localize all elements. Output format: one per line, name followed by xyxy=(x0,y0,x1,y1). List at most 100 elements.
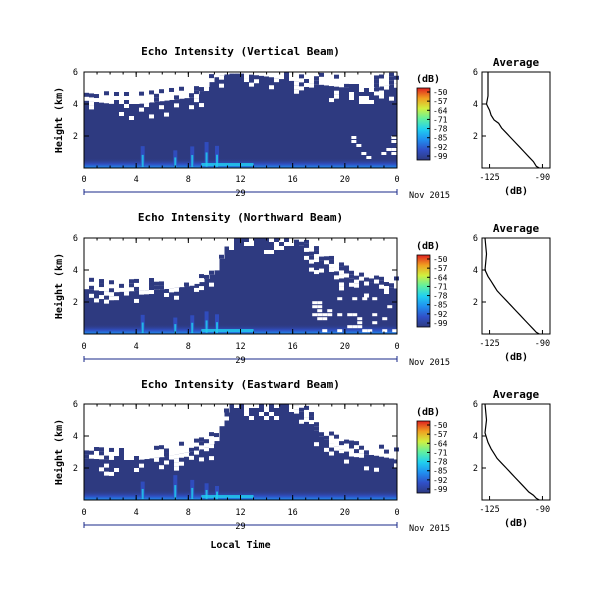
missing-data-cell xyxy=(391,148,397,151)
x-tick-label: 8 xyxy=(186,342,191,352)
missing-data-cell xyxy=(357,317,363,321)
date-label: Nov 2015 xyxy=(409,191,450,201)
missing-data-cell xyxy=(357,321,363,325)
echo-streak-core xyxy=(174,324,177,334)
y-tick-label: 2 xyxy=(73,464,78,474)
echo-streak-core xyxy=(191,155,194,167)
colorbar: (dB) -50-57-64-71-78-85-92-99 xyxy=(416,241,448,328)
average-x-tick-label: -125 xyxy=(479,339,499,349)
echo-streak-core xyxy=(141,322,144,334)
x-tick-label: 4 xyxy=(134,175,139,185)
average-x-label: (dB) xyxy=(504,352,528,363)
x-tick-label: 16 xyxy=(288,175,298,185)
missing-data-cell xyxy=(351,140,357,143)
colorbar-scale xyxy=(416,87,431,161)
x-tick-label: 20 xyxy=(340,508,350,518)
missing-data-cell xyxy=(337,297,343,301)
colorbar-tick-label: -85 xyxy=(433,467,448,476)
heatmap-panel-1: Echo Intensity (Vertical Beam) 0 4 8 12 16 20 0… xyxy=(53,45,551,201)
missing-data-cell xyxy=(352,313,358,317)
missing-data-cell xyxy=(352,325,358,329)
colorbar-tick-label: -64 xyxy=(433,273,448,282)
x-tick-label: 16 xyxy=(288,342,298,352)
x-tick-label: 20 xyxy=(340,342,350,352)
echo-streak-core xyxy=(205,489,208,500)
colorbar-tick-label: -50 xyxy=(433,255,448,264)
average-title: Average xyxy=(493,222,540,235)
missing-data-cell xyxy=(367,329,373,333)
missing-data-cell xyxy=(362,329,368,333)
missing-data-cell xyxy=(356,144,362,147)
missing-data-cell xyxy=(317,309,323,313)
missing-data-cell xyxy=(317,313,323,317)
average-frame xyxy=(481,71,551,169)
y-tick-label: 6 xyxy=(73,234,78,244)
missing-data-cell xyxy=(351,136,357,139)
y-axis-label: Height (km) xyxy=(53,253,65,319)
colorbar-tick-label: -50 xyxy=(433,88,448,97)
missing-data-cell xyxy=(317,317,323,321)
average-y-tick-label: 6 xyxy=(473,68,478,78)
average-profile-panel-3: Average 2 4 6 -125 -90 (dB) xyxy=(473,388,551,529)
missing-data-cell xyxy=(382,329,388,333)
missing-data-cell xyxy=(391,152,397,155)
average-profile-panel-1: Average 2 4 6 -125 -90 (dB) xyxy=(473,56,551,197)
missing-data-cell xyxy=(312,301,318,305)
average-y-tick-label: 6 xyxy=(473,400,478,410)
y-tick-label: 4 xyxy=(73,100,78,110)
colorbar-tick-label: -57 xyxy=(433,264,448,273)
average-x-tick-label: -125 xyxy=(479,505,499,515)
colorbar: (dB) -50-57-64-71-78-85-92-99 xyxy=(416,74,448,161)
x-tick-label: 0 xyxy=(81,342,86,352)
echo-streak-core xyxy=(141,488,144,500)
colorbar-tick-label: -92 xyxy=(433,310,448,319)
x-tick-label: 0 xyxy=(394,342,399,352)
missing-data-cell xyxy=(337,329,343,333)
echo-streak-core xyxy=(216,154,219,167)
missing-data-cell xyxy=(366,156,372,159)
x-tick-label: 16 xyxy=(288,508,298,518)
missing-data-cell xyxy=(357,325,363,329)
colorbar-tick-label: -71 xyxy=(433,115,448,124)
average-title: Average xyxy=(493,56,540,69)
panel-title: Echo Intensity (Eastward Beam) xyxy=(141,378,340,391)
echo-streak-core xyxy=(205,320,208,333)
surface-bright-band xyxy=(201,495,254,498)
average-profile-line xyxy=(485,72,540,169)
average-y-tick-label: 6 xyxy=(473,234,478,244)
panel-title: Echo Intensity (Northward Beam) xyxy=(138,211,343,224)
colorbar-label: (dB) xyxy=(416,407,440,418)
missing-data-cell xyxy=(327,313,333,317)
x-tick-label: 8 xyxy=(186,175,191,185)
missing-data-cell xyxy=(387,305,393,309)
x-tick-label: 8 xyxy=(186,508,191,518)
colorbar-tick-label: -57 xyxy=(433,430,448,439)
surface-bright-band xyxy=(201,163,254,166)
colorbar-tick-label: -57 xyxy=(433,97,448,106)
echo-streak-core xyxy=(191,487,194,499)
colorbar-tick-label: -64 xyxy=(433,106,448,115)
x-tick-label: 12 xyxy=(235,342,245,352)
average-x-tick-label: -90 xyxy=(535,173,550,183)
missing-data-cell xyxy=(337,313,343,317)
missing-data-cell xyxy=(361,152,367,155)
echo-streak-core xyxy=(216,322,219,334)
average-x-tick-label: -90 xyxy=(535,339,550,349)
average-profile-line xyxy=(484,237,540,335)
echo-streak-core xyxy=(191,322,194,334)
average-y-tick-label: 2 xyxy=(473,298,478,308)
colorbar-label: (dB) xyxy=(416,241,440,252)
missing-data-cell xyxy=(312,305,318,309)
x-tick-label: 0 xyxy=(394,508,399,518)
missing-data-cell xyxy=(372,297,378,301)
average-x-label: (dB) xyxy=(504,518,528,529)
date-label: Nov 2015 xyxy=(409,524,450,534)
missing-data-cell xyxy=(391,136,397,139)
missing-data-cell xyxy=(322,329,328,333)
x-tick-label: 0 xyxy=(81,508,86,518)
colorbar-tick-label: -99 xyxy=(433,485,448,494)
x-tick-label: 0 xyxy=(394,175,399,185)
average-title: Average xyxy=(493,388,540,401)
surface-bright-band xyxy=(201,329,254,332)
